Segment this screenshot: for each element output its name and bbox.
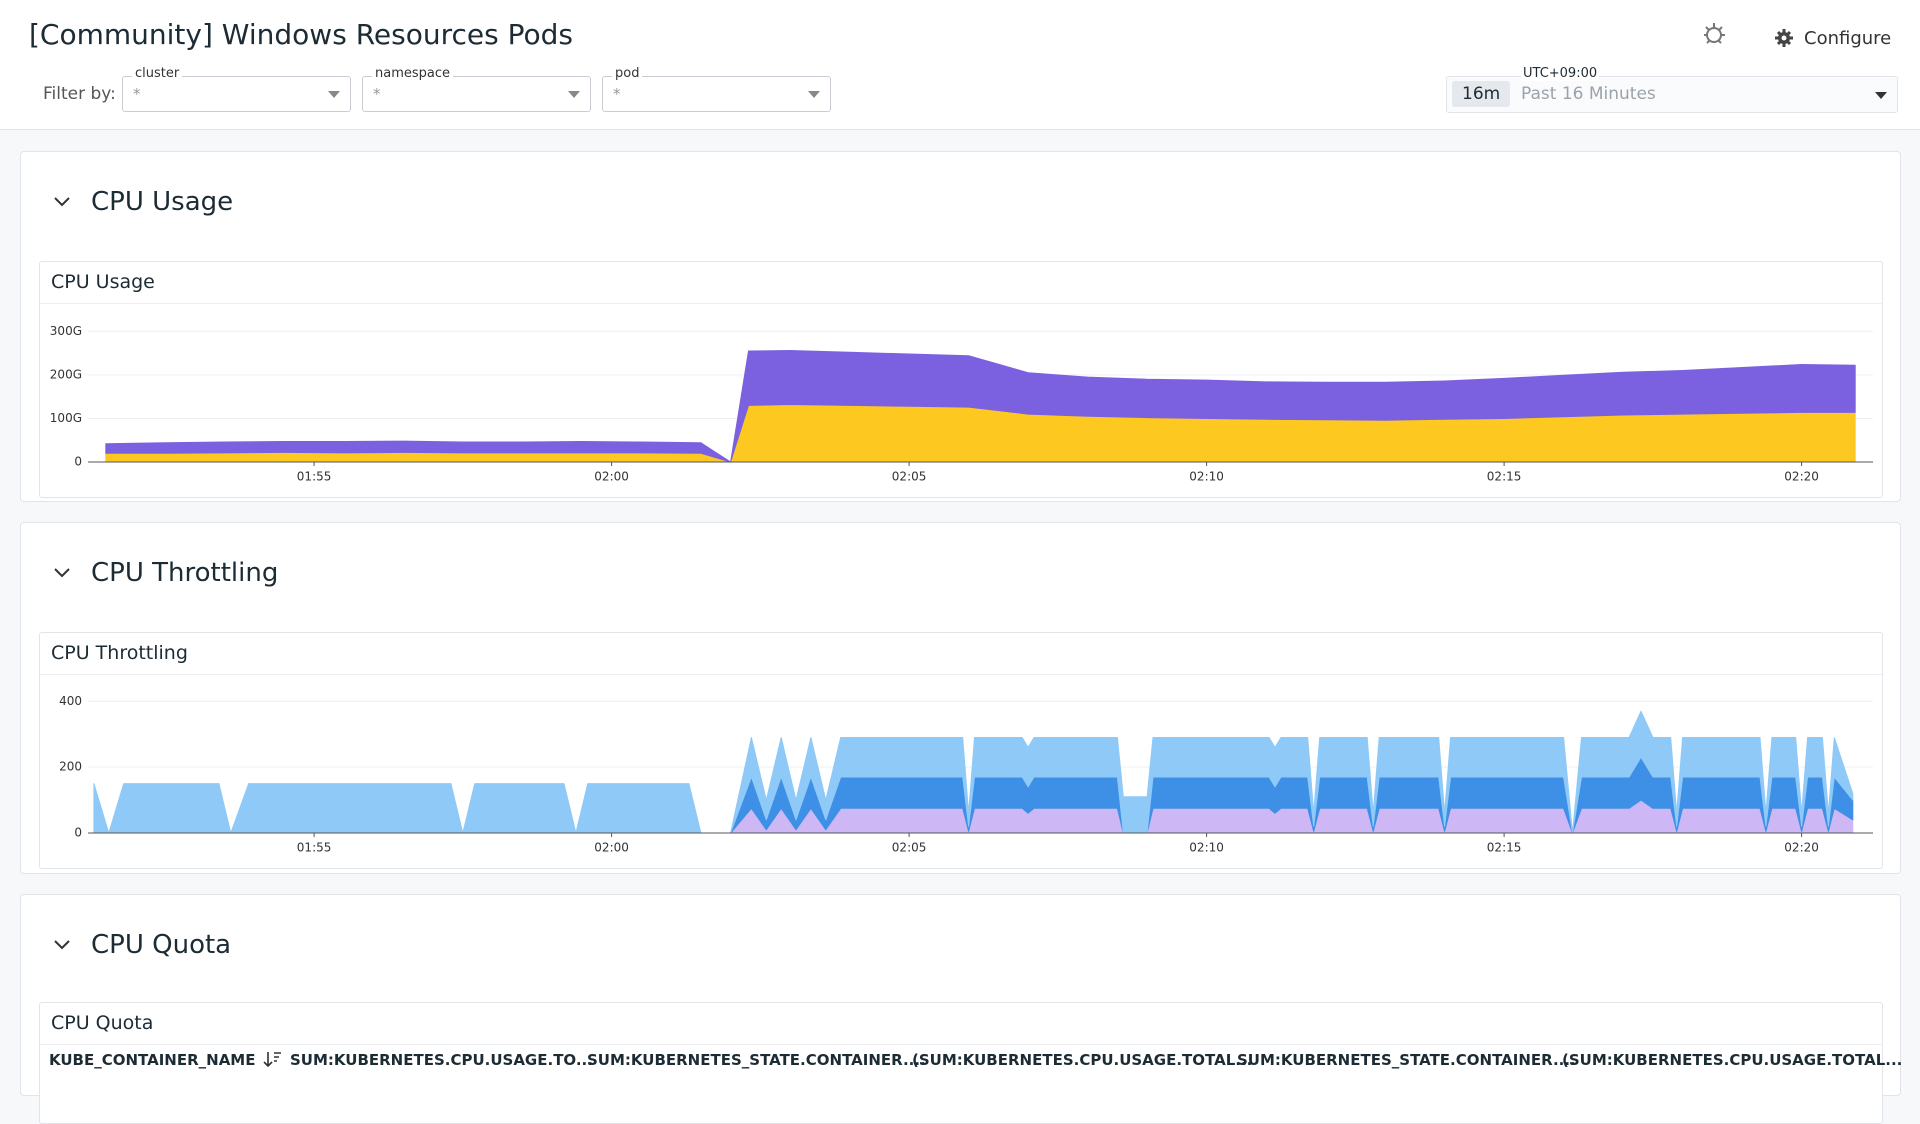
widget-title: CPU Usage [51,271,155,293]
column-header[interactable]: (SUM:KUBERNETES.CPU.USAGE.TOTAL... [1562,1051,1903,1069]
column-header[interactable]: SUM:KUBERNETES_STATE.CONTAINER.... [1237,1051,1576,1069]
time-badge: 16m [1452,81,1511,107]
time-range: Past 16 Minutes [1521,84,1656,104]
y-tick-label: 200 [59,760,82,774]
filter-label: Filter by: [43,84,116,104]
timezone: UTC+09:00 [1521,66,1600,81]
filter-select[interactable]: namespace * [362,66,591,112]
collapse-chevron[interactable] [53,196,71,208]
column-header[interactable]: SUM:KUBERNETES_STATE.CONTAINER.... [587,1051,926,1069]
x-tick-label: 02:20 [1784,470,1819,484]
column-header[interactable]: (SUM:KUBERNETES.CPU.USAGE.TOTAL... [912,1051,1253,1069]
chart: 0 100G 200G 300G 01:55 02:00 02:05 02:10 02:15 02… [50,324,1873,484]
x-tick-label: 01:55 [297,470,332,484]
y-tick-label: 300G [50,324,82,338]
filter-value: * [373,85,381,103]
y-tick-label: 400 [59,694,82,708]
filter-select[interactable]: cluster * [122,66,351,112]
column-header[interactable]: SUM:KUBERNETES.CPU.USAGE.TO... [290,1051,593,1069]
bug-icon[interactable] [1700,18,1730,48]
section-title: CPU Usage [91,187,234,217]
filter-name: cluster [132,66,183,81]
separator [40,1044,1882,1045]
time-picker[interactable]: UTC+09:00 16m Past 16 Minutes [1446,66,1898,113]
separator [40,303,1882,304]
filter-value: * [133,85,141,103]
caret [808,91,820,98]
filter-select[interactable]: pod * [602,66,831,112]
x-tick-label: 02:05 [892,841,927,855]
gear-icon[interactable] [1774,28,1794,48]
caret [568,91,580,98]
widget-title: CPU Quota [51,1012,154,1034]
collapse-chevron[interactable] [53,939,71,951]
x-tick-label: 02:05 [892,470,927,484]
y-tick-label: 0 [74,455,82,469]
widget-title: CPU Throttling [51,642,188,664]
y-tick-label: 200G [50,367,82,381]
widget: CPU Usage 0 100G 200G 300G 01:55 02:00 02:05 02… [39,261,1883,498]
x-tick-label: 02:15 [1487,470,1522,484]
collapse-chevron[interactable] [53,567,71,579]
separator [40,674,1882,675]
filter-name: pod [612,66,643,81]
x-tick-label: 02:00 [594,841,629,855]
chart: 0 200 400 01:55 02:00 02:05 02:10 02:15 02:20 [59,694,1873,855]
caret [1875,92,1887,99]
area [93,710,1854,834]
section: CPU Usage CPU Usage 0 100G 200G 300G 01:55 02… [20,151,1901,502]
section-title: CPU Throttling [91,558,279,588]
configure-button[interactable]: Configure [1804,28,1892,49]
x-tick-label: 02:00 [594,470,629,484]
widget: CPU Throttling 0 200 400 01:55 02:00 02:05 02:… [39,632,1883,869]
x-tick-label: 02:20 [1784,841,1819,855]
x-tick-label: 02:10 [1189,470,1224,484]
x-tick-label: 01:55 [297,841,332,855]
x-tick-label: 02:10 [1189,841,1224,855]
y-tick-label: 0 [74,826,82,840]
area [105,350,1856,463]
filter-name: namespace [372,66,454,81]
x-tick-label: 02:15 [1487,841,1522,855]
caret [328,91,340,98]
column-header[interactable]: KUBE_CONTAINER_NAME [49,1051,256,1069]
sort-icon[interactable] [263,1050,283,1070]
dashboard-title: [Community] Windows Resources Pods [29,18,573,51]
section-title: CPU Quota [91,930,232,960]
filter-value: * [613,85,621,103]
header: [Community] Windows Resources Pods Confi… [0,0,1920,130]
y-tick-label: 100G [50,411,82,425]
section: CPU Throttling CPU Throttling 0 200 400 01:… [20,522,1901,874]
